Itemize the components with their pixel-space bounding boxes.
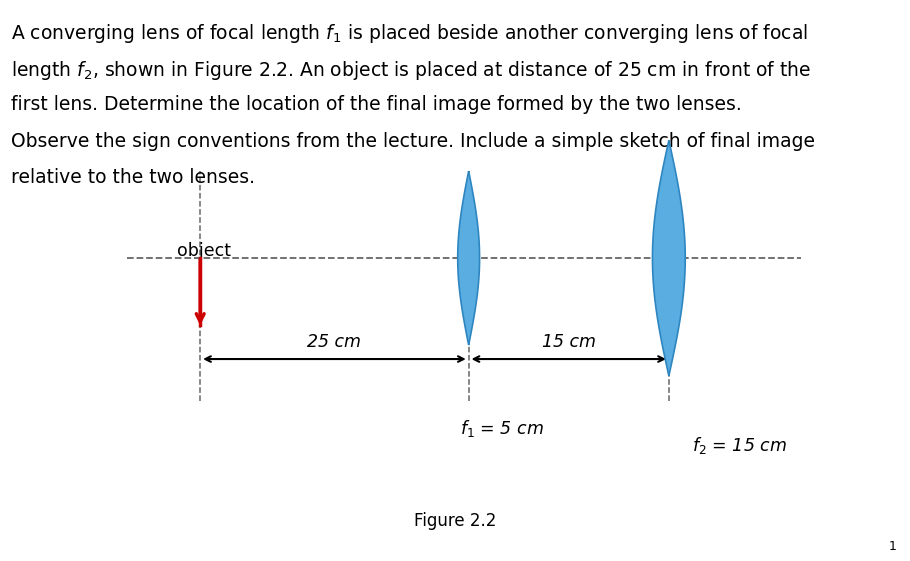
- Text: 25 cm: 25 cm: [308, 333, 361, 351]
- Text: $f_2$ = 15 cm: $f_2$ = 15 cm: [692, 435, 786, 456]
- Text: Observe the sign conventions from the lecture. Include a simple sketch of final : Observe the sign conventions from the le…: [11, 132, 815, 151]
- Text: first lens. Determine the location of the final image formed by the two lenses.: first lens. Determine the location of th…: [11, 95, 742, 114]
- Text: relative to the two lenses.: relative to the two lenses.: [11, 168, 255, 187]
- Text: 15 cm: 15 cm: [541, 333, 596, 351]
- Text: $f_1$ = 5 cm: $f_1$ = 5 cm: [460, 418, 543, 439]
- Text: Figure 2.2: Figure 2.2: [414, 512, 496, 530]
- Text: length $f_2$, shown in Figure 2.2. An object is placed at distance of 25 cm in f: length $f_2$, shown in Figure 2.2. An ob…: [11, 59, 811, 82]
- Text: object: object: [177, 242, 231, 260]
- Text: 1: 1: [888, 540, 896, 553]
- Polygon shape: [458, 171, 480, 345]
- Polygon shape: [652, 140, 685, 376]
- Text: A converging lens of focal length $f_1$ is placed beside another converging lens: A converging lens of focal length $f_1$ …: [11, 22, 808, 45]
